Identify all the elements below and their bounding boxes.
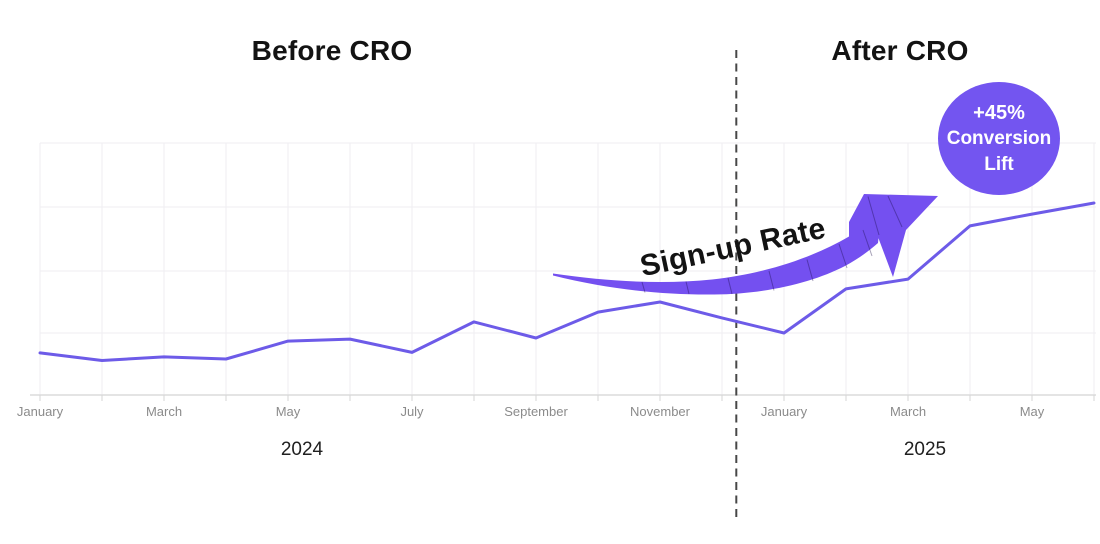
x-axis-ticks: [39, 395, 1095, 401]
x-tick-label: November: [630, 404, 691, 419]
conversion-lift-badge: +45% Conversion Lift: [938, 82, 1060, 195]
signup-rate-line: [38, 201, 1096, 362]
before-cro-title: Before CRO: [251, 35, 413, 66]
growth-arrow: [553, 194, 938, 295]
x-tick-label: May: [1020, 404, 1045, 419]
arrow-swoosh-body: [553, 211, 881, 295]
x-tick-label: July: [400, 404, 424, 419]
x-tick-label: March: [146, 404, 182, 419]
arrow-head: [849, 194, 938, 277]
x-tick-label: September: [504, 404, 568, 419]
badge-word-lift: Lift: [984, 153, 1014, 175]
badge-word-conversion: Conversion: [946, 127, 1052, 149]
year-labels: 2024 2025: [281, 439, 946, 460]
year-label: 2024: [281, 439, 324, 460]
x-tick-label: January: [761, 404, 808, 419]
badge-percent: +45%: [973, 101, 1025, 124]
year-label: 2025: [904, 439, 946, 460]
x-tick-label: January: [17, 404, 64, 419]
after-cro-title: After CRO: [831, 35, 969, 66]
x-tick-label: May: [276, 404, 301, 419]
arrow-segment-seams: [641, 195, 903, 295]
x-axis-labels: January March May July September November Janu…: [17, 404, 1045, 419]
horizontal-gridlines: [40, 142, 1096, 334]
x-tick-label: March: [890, 404, 926, 419]
